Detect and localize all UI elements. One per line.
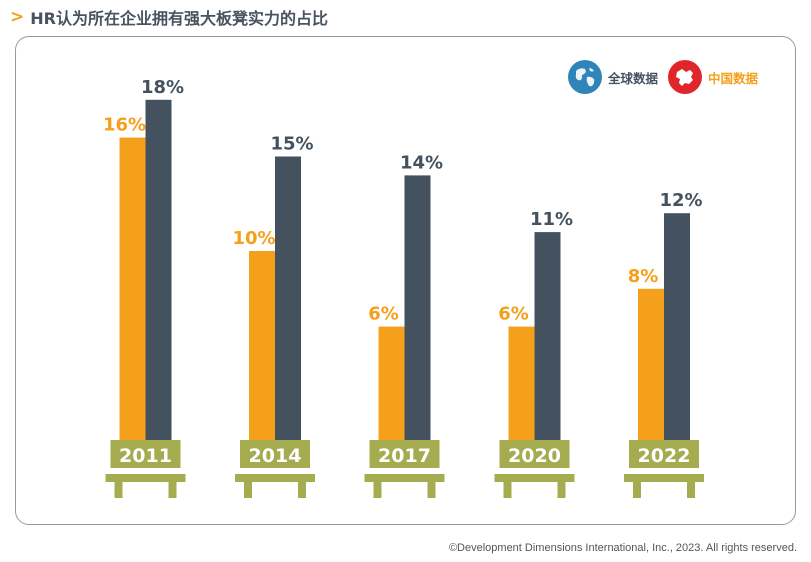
bench-rail-2022 (624, 474, 704, 482)
value-label-global-2011: 18% (141, 77, 184, 98)
value-label-global-2014: 15% (270, 134, 313, 155)
chart-title-row: > HR认为所在企业拥有强大板凳实力的占比 (10, 4, 328, 30)
category-label-2022: 2022 (638, 445, 691, 467)
bench-leg-right-2020 (557, 482, 566, 498)
value-label-china-2011: 16% (103, 115, 146, 136)
legend-item-global: 全球数据 (568, 60, 658, 94)
bench-rail-2014 (235, 474, 315, 482)
category-label-2017: 2017 (378, 445, 431, 467)
value-label-global-2017: 14% (400, 152, 443, 173)
bench-seat-2022 (629, 440, 699, 468)
bench-leg-left-2014 (244, 482, 252, 498)
bar-china-2014 (249, 251, 275, 440)
value-label-global-2022: 12% (659, 190, 702, 211)
bench-leg-left-2022 (633, 482, 641, 498)
bench-rail-2017 (364, 474, 445, 482)
legend-item-china: 中国数据 (668, 60, 758, 94)
bench-leg-left-2020 (503, 482, 512, 498)
value-label-china-2014: 10% (232, 228, 275, 249)
bar-global-2011 (145, 99, 172, 441)
bench-leg-right-2011 (168, 482, 177, 498)
category-label-2011: 2011 (119, 445, 172, 467)
bar-china-2011 (119, 137, 146, 440)
bar-china-2017 (378, 326, 405, 440)
category-label-2020: 2020 (508, 445, 561, 467)
value-label-china-2022: 8% (628, 266, 659, 287)
bar-global-2022 (664, 213, 690, 440)
bar-global-2014 (275, 156, 301, 440)
value-label-china-2017: 6% (368, 304, 399, 325)
value-label-china-2020: 6% (498, 304, 529, 325)
globe-icon (568, 60, 602, 94)
bench-leg-left-2011 (114, 482, 123, 498)
bench-leg-left-2017 (373, 482, 382, 498)
bench-seat-2017 (369, 440, 440, 468)
bench-rail-2020 (494, 474, 575, 482)
bench-seat-2011 (110, 440, 181, 468)
bar-china-2020 (508, 326, 535, 440)
bench-seat-2020 (499, 440, 570, 468)
legend-label-global: 全球数据 (608, 70, 659, 86)
bar-global-2020 (534, 232, 561, 440)
china-map-icon (668, 60, 703, 94)
bench-leg-right-2014 (298, 482, 306, 498)
category-label-2014: 2014 (249, 445, 302, 467)
bench-leg-right-2017 (427, 482, 436, 498)
bench-leg-right-2022 (687, 482, 695, 498)
bar-china-2022 (638, 288, 664, 440)
value-label-global-2020: 11% (530, 209, 573, 230)
bar-global-2017 (404, 175, 431, 440)
legend-label-china: 中国数据 (708, 70, 759, 86)
chart-legend: 全球数据 中国数据 (568, 59, 758, 95)
bench-seat-2014 (240, 440, 310, 468)
chart-frame (15, 36, 796, 525)
chart-title: HR认为所在企业拥有强大板凳实力的占比 (30, 9, 328, 28)
chevron-right-icon: > (10, 7, 25, 27)
copyright-notice: ©Development Dimensions International, I… (448, 542, 797, 554)
bench-rail-2011 (105, 474, 186, 482)
